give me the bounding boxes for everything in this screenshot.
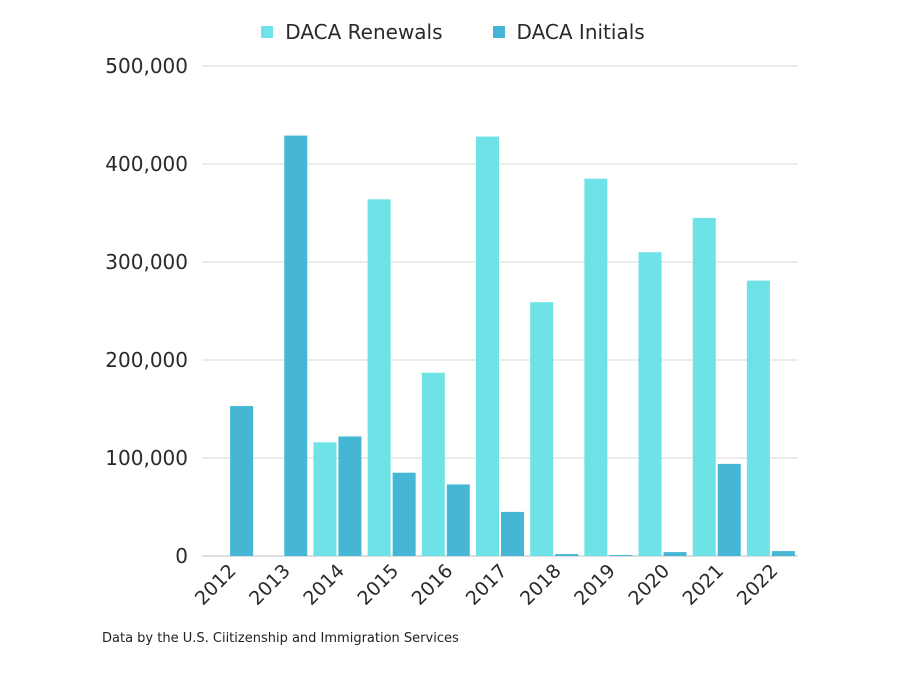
legend-label-renewals: DACA Renewals xyxy=(285,20,443,44)
y-tick-label: 300,000 xyxy=(105,250,188,274)
x-tick-label: 2019 xyxy=(570,560,620,610)
x-tick-label: 2014 xyxy=(299,560,349,610)
x-tick-label: 2018 xyxy=(516,560,566,610)
x-tick-label: 2012 xyxy=(191,560,241,610)
legend-item-initials: DACA Initials xyxy=(492,20,645,44)
x-tick-label: 2021 xyxy=(679,560,729,610)
bar-renewals xyxy=(367,199,391,556)
bar-initials xyxy=(663,552,687,556)
bar-initials xyxy=(555,554,579,556)
bar-renewals xyxy=(313,442,337,556)
bar-initials xyxy=(392,472,416,556)
chart-legend: DACA Renewals DACA Initials xyxy=(0,20,900,44)
legend-label-initials: DACA Initials xyxy=(516,20,645,44)
bar-initials xyxy=(609,555,633,556)
bar-renewals xyxy=(584,178,608,556)
legend-swatch-renewals xyxy=(261,26,274,38)
bar-initials xyxy=(501,511,524,556)
y-tick-label: 100,000 xyxy=(105,446,188,470)
bar-initials xyxy=(717,463,741,556)
y-tick-label: 500,000 xyxy=(105,54,188,78)
x-tick-label: 2020 xyxy=(624,560,674,610)
bar-renewals xyxy=(476,136,499,556)
bar-renewals xyxy=(692,217,716,556)
x-tick-label: 2013 xyxy=(245,560,295,610)
bar-initials xyxy=(338,436,362,556)
x-tick-label: 2017 xyxy=(462,560,512,610)
legend-swatch-initials xyxy=(492,26,505,38)
bar-initials xyxy=(230,406,254,556)
bar-initials xyxy=(284,135,308,556)
bar-renewals xyxy=(746,280,770,556)
source-caption: Data by the U.S. Ciitizenship and Immigr… xyxy=(102,631,459,646)
bar-renewals xyxy=(638,252,662,556)
bar-initials xyxy=(771,551,795,556)
legend-item-renewals: DACA Renewals xyxy=(261,20,443,44)
x-tick-label: 2016 xyxy=(408,560,458,610)
bar-renewals xyxy=(421,372,445,556)
bar-initials xyxy=(446,484,470,556)
y-tick-label: 0 xyxy=(175,544,188,568)
y-tick-label: 400,000 xyxy=(105,152,188,176)
y-tick-label: 200,000 xyxy=(105,348,188,372)
bar-renewals xyxy=(530,302,554,556)
x-tick-label: 2015 xyxy=(353,560,403,610)
x-tick-label: 2022 xyxy=(733,560,783,610)
